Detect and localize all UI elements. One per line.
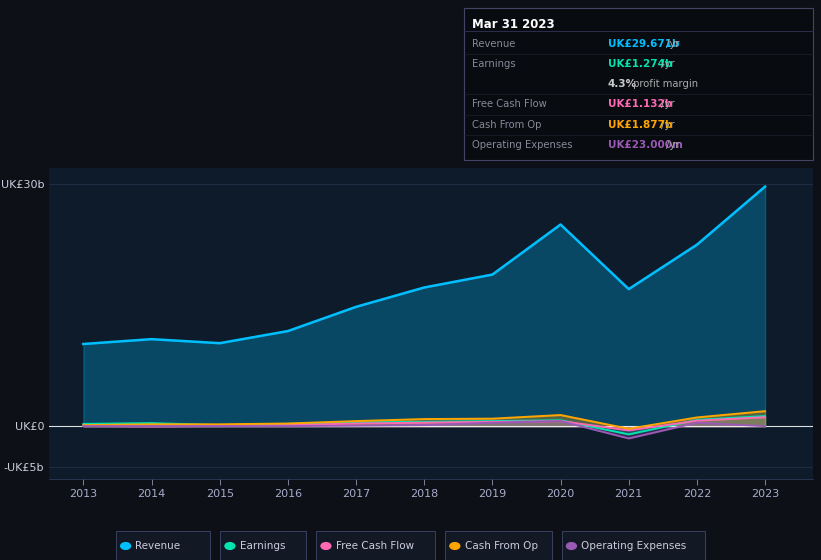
Text: Revenue: Revenue bbox=[472, 39, 516, 49]
Text: Operating Expenses: Operating Expenses bbox=[581, 541, 686, 551]
Text: Mar 31 2023: Mar 31 2023 bbox=[472, 18, 555, 31]
Text: profit margin: profit margin bbox=[630, 79, 698, 89]
Text: Earnings: Earnings bbox=[472, 59, 516, 69]
Text: UK£1.877b: UK£1.877b bbox=[608, 120, 672, 130]
Text: /yr: /yr bbox=[658, 100, 674, 110]
Text: Free Cash Flow: Free Cash Flow bbox=[336, 541, 414, 551]
Text: UK£29.671b: UK£29.671b bbox=[608, 39, 679, 49]
Text: UK£23.000m: UK£23.000m bbox=[608, 140, 682, 150]
Text: Operating Expenses: Operating Expenses bbox=[472, 140, 572, 150]
Text: /yr: /yr bbox=[658, 59, 674, 69]
Text: /yr: /yr bbox=[658, 120, 674, 130]
Text: /yr: /yr bbox=[663, 140, 680, 150]
Text: Free Cash Flow: Free Cash Flow bbox=[472, 100, 547, 110]
Text: Cash From Op: Cash From Op bbox=[465, 541, 538, 551]
Text: Cash From Op: Cash From Op bbox=[472, 120, 542, 130]
Text: /yr: /yr bbox=[663, 39, 680, 49]
Text: Revenue: Revenue bbox=[135, 541, 181, 551]
Text: Earnings: Earnings bbox=[240, 541, 285, 551]
Text: UK£1.132b: UK£1.132b bbox=[608, 100, 672, 110]
Text: UK£1.274b: UK£1.274b bbox=[608, 59, 672, 69]
Text: 4.3%: 4.3% bbox=[608, 79, 636, 89]
